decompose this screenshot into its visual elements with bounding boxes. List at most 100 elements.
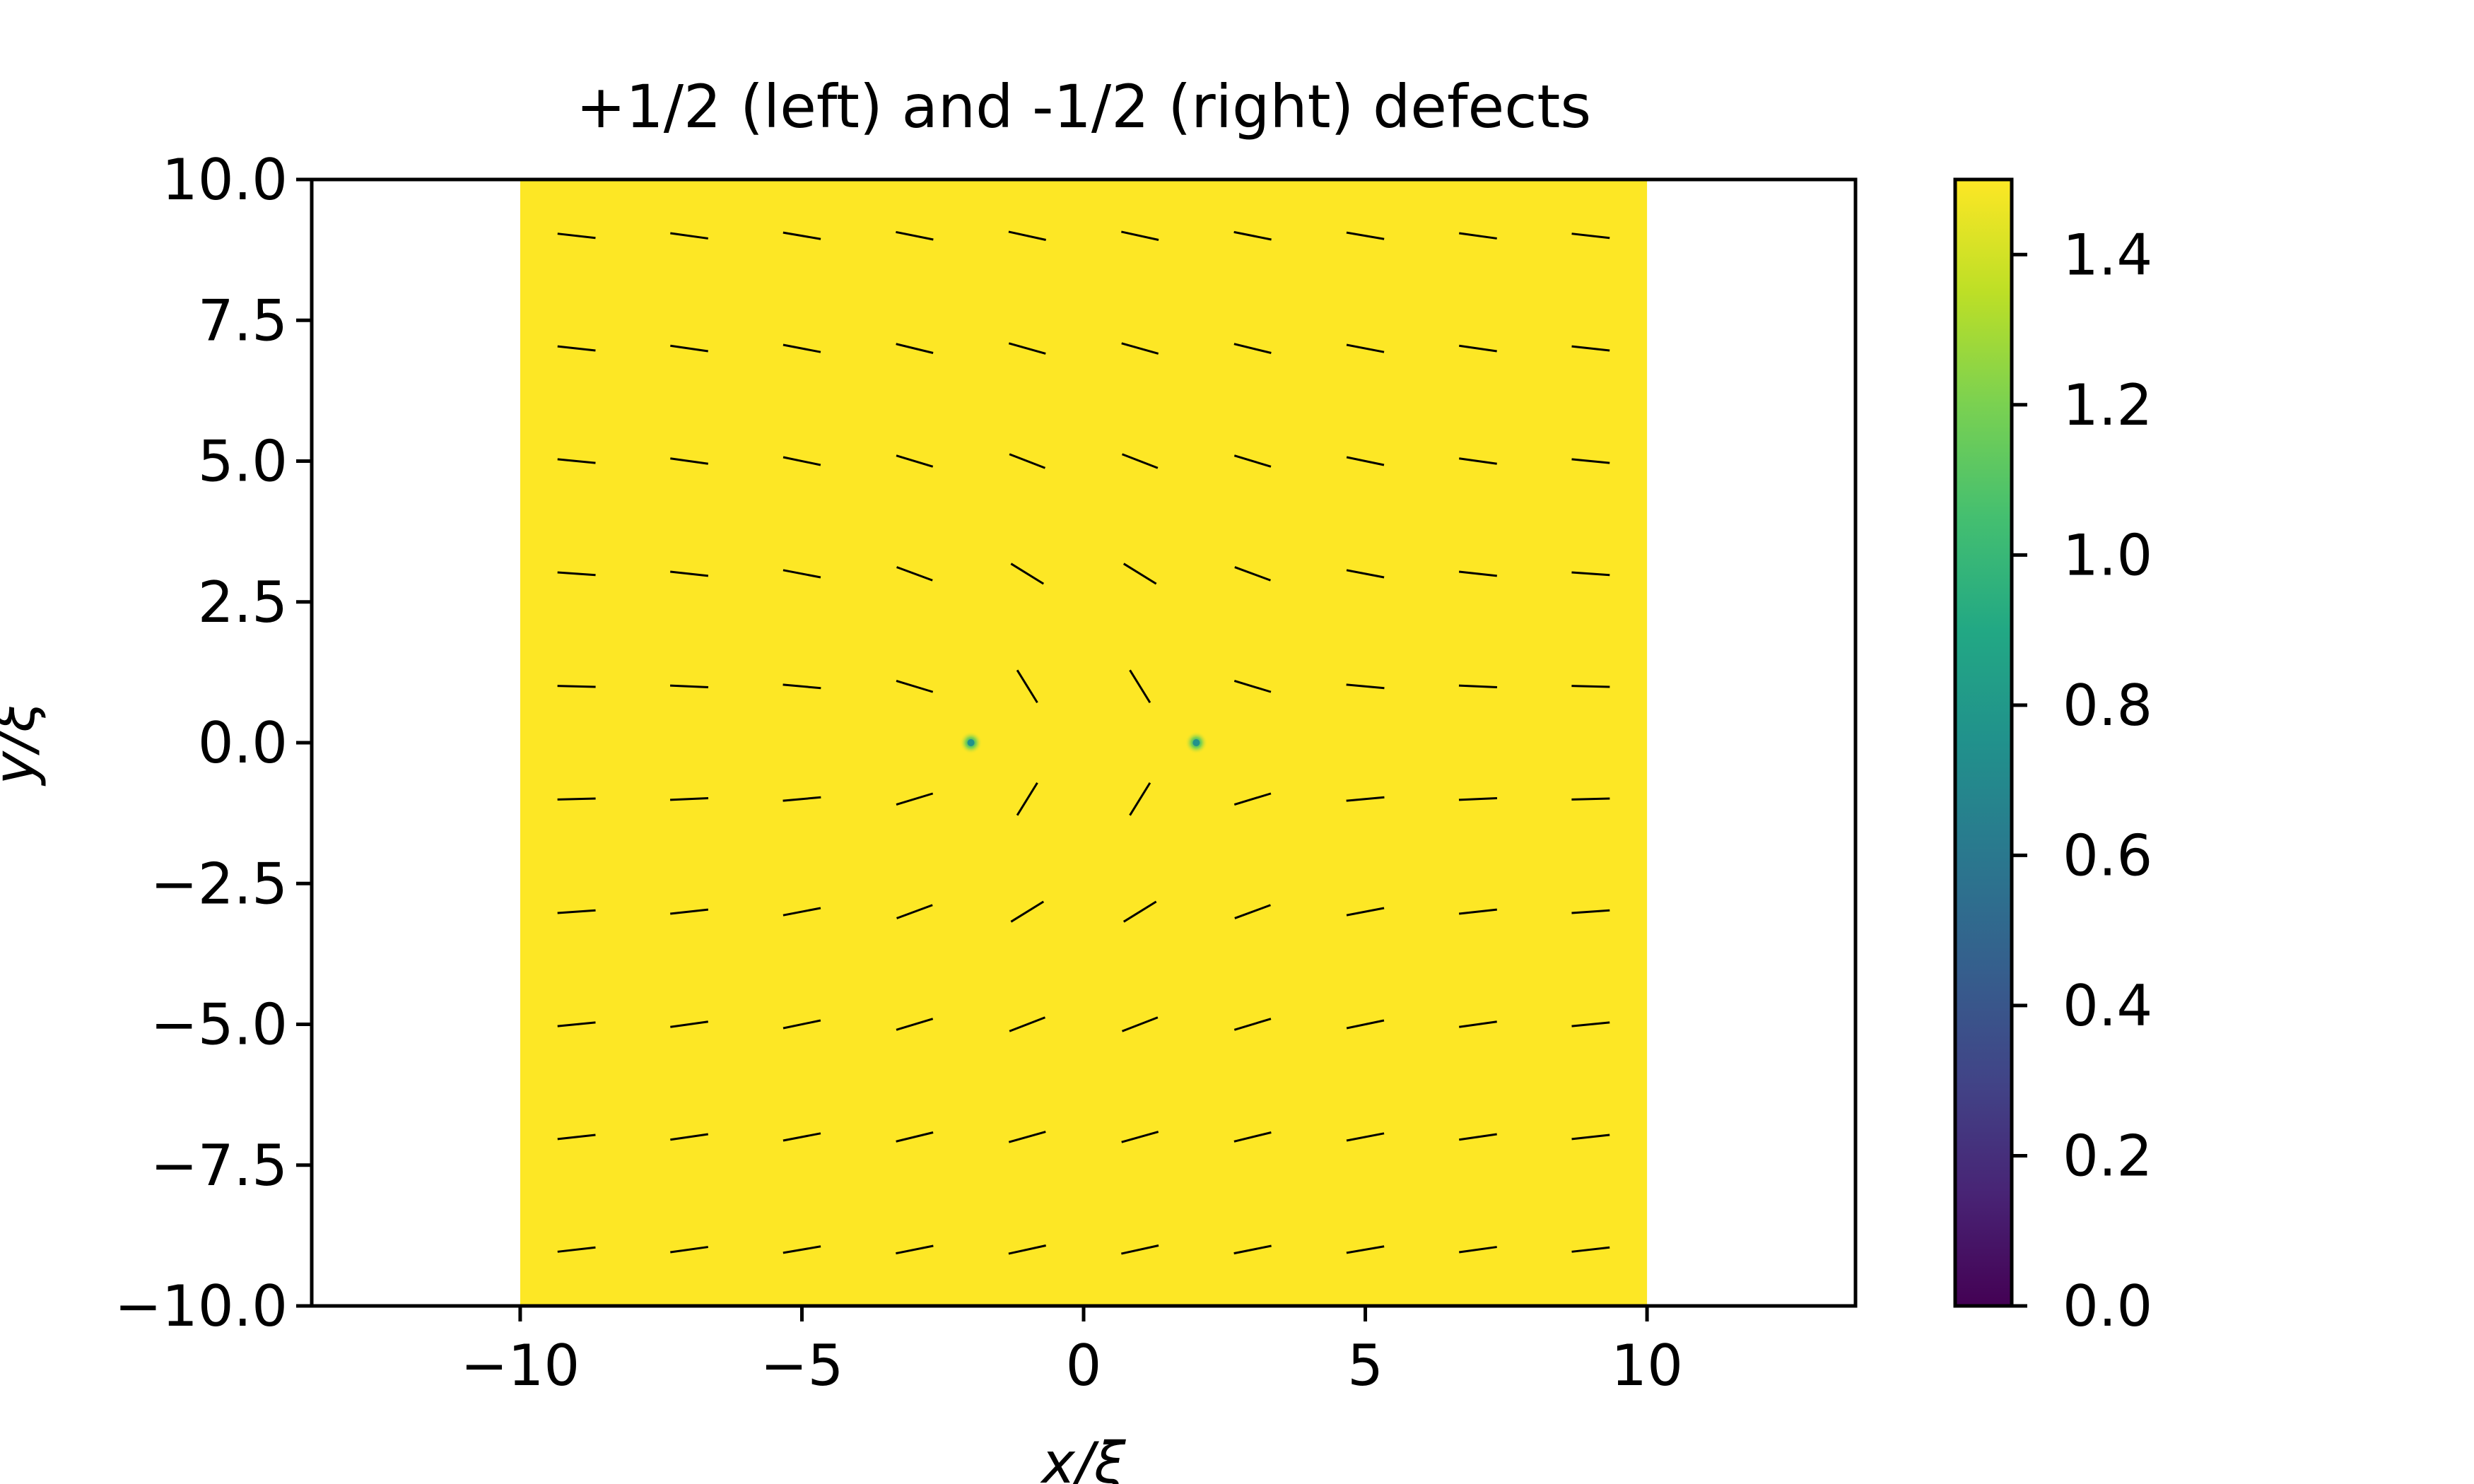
director-segment bbox=[782, 569, 821, 579]
x-tick-label: 5 bbox=[1347, 1333, 1383, 1398]
director-segment bbox=[782, 796, 821, 802]
heatmap-field bbox=[520, 179, 1648, 1306]
director-segment bbox=[1571, 909, 1610, 914]
y-tick-label: 0.0 bbox=[198, 710, 288, 776]
director-segment bbox=[1121, 453, 1159, 469]
colorbar-tick-label: 0.0 bbox=[2063, 1273, 2152, 1339]
director-segment bbox=[1008, 1244, 1046, 1255]
director-segment bbox=[1459, 1020, 1497, 1028]
director-segment bbox=[1458, 684, 1497, 688]
director-segment bbox=[1458, 908, 1497, 915]
director-segment bbox=[557, 571, 596, 577]
defect-core bbox=[967, 739, 975, 746]
director-segment bbox=[1233, 230, 1272, 241]
director-segment bbox=[896, 1131, 934, 1143]
director-segment bbox=[1346, 907, 1385, 917]
director-segment bbox=[670, 457, 708, 465]
director-segment bbox=[1346, 683, 1385, 690]
director-segment bbox=[557, 458, 596, 464]
director-segment bbox=[1458, 797, 1497, 801]
director-segment bbox=[557, 1021, 596, 1027]
director-segment bbox=[1346, 1019, 1385, 1030]
director-segment bbox=[1571, 1246, 1610, 1253]
director-segment bbox=[782, 1245, 821, 1254]
director-segment bbox=[1233, 792, 1272, 806]
director-segment bbox=[670, 797, 709, 801]
director-segment bbox=[1459, 344, 1497, 353]
director-segment bbox=[1016, 669, 1038, 704]
colorbar bbox=[1953, 177, 2014, 1308]
director-segment bbox=[1008, 342, 1046, 355]
director-segment bbox=[1121, 230, 1159, 241]
director-segment bbox=[896, 343, 934, 354]
director-segment bbox=[670, 908, 709, 915]
director-segment bbox=[896, 792, 934, 806]
director-segment bbox=[1459, 1133, 1497, 1141]
heatmap bbox=[520, 179, 1648, 1306]
director-segment bbox=[782, 231, 821, 240]
director-segment bbox=[1571, 1133, 1610, 1141]
y-tick-label: 2.5 bbox=[198, 570, 288, 635]
director-segment bbox=[1008, 230, 1046, 241]
director-segment bbox=[1233, 1131, 1272, 1143]
director-segment bbox=[782, 456, 821, 466]
director-segment bbox=[557, 1133, 596, 1141]
director-segment bbox=[896, 454, 934, 468]
director-segment bbox=[1121, 1131, 1159, 1143]
director-segment bbox=[1121, 1244, 1159, 1255]
director-segment bbox=[782, 1132, 821, 1142]
colorbar-tick-label: 0.4 bbox=[2063, 973, 2152, 1039]
director-segment bbox=[1016, 782, 1038, 816]
y-tick-label: −5.0 bbox=[151, 992, 288, 1058]
director-segment bbox=[1571, 232, 1610, 240]
director-segment bbox=[1346, 796, 1385, 802]
director-segment bbox=[670, 232, 708, 240]
colorbar-ticks: 0.0 0.2 0.4 0.6 0.8 1.0 1.2 1.4 bbox=[2012, 222, 2152, 1339]
director-segment bbox=[1571, 685, 1610, 688]
director-segment bbox=[1233, 680, 1272, 693]
colorbar-tick-label: 0.2 bbox=[2063, 1123, 2152, 1189]
colorbar-tick-label: 0.6 bbox=[2063, 823, 2152, 888]
director-segment bbox=[782, 907, 821, 917]
director-segment bbox=[1571, 1021, 1610, 1027]
colorbar-tick-label: 1.4 bbox=[2063, 222, 2152, 288]
director-segment bbox=[896, 680, 934, 693]
x-tick-label: −5 bbox=[760, 1333, 843, 1398]
director-segment bbox=[1008, 1131, 1046, 1143]
x-tick-label: 10 bbox=[1611, 1333, 1683, 1398]
director-segment bbox=[1233, 1244, 1272, 1255]
colorbar-tick-label: 0.8 bbox=[2063, 673, 2152, 738]
x-tick-label: 0 bbox=[1066, 1333, 1102, 1398]
y-tick-label: 10.0 bbox=[162, 147, 288, 213]
y-tick-label: 7.5 bbox=[198, 288, 288, 353]
director-segment bbox=[557, 685, 596, 688]
director-segment bbox=[1234, 566, 1271, 582]
x-tick-label: −10 bbox=[461, 1333, 580, 1398]
director-segment bbox=[670, 1246, 708, 1254]
director-segment bbox=[1571, 345, 1610, 352]
director-segment bbox=[1346, 1245, 1385, 1254]
director-segment bbox=[557, 1246, 596, 1253]
director-segment bbox=[557, 232, 596, 240]
director-segment bbox=[1122, 563, 1157, 585]
director-segment bbox=[670, 570, 709, 577]
x-axis-label: x/ξ bbox=[1040, 1430, 1127, 1484]
director-segment bbox=[557, 909, 596, 914]
director-segment bbox=[1346, 569, 1385, 579]
director-segment bbox=[1234, 904, 1271, 919]
director-segment bbox=[782, 683, 821, 690]
director-segment bbox=[896, 1244, 934, 1255]
director-segment bbox=[1010, 900, 1045, 923]
director-segment bbox=[1233, 1018, 1272, 1031]
director-segment bbox=[896, 230, 934, 241]
director-segment bbox=[896, 904, 933, 919]
y-tick-label: −10.0 bbox=[115, 1273, 288, 1339]
y-tick-label: −2.5 bbox=[151, 851, 288, 917]
director-segment bbox=[1459, 457, 1497, 465]
director-segment bbox=[782, 343, 821, 353]
defect-core bbox=[1192, 739, 1200, 746]
y-axis-label: y/ξ bbox=[0, 700, 47, 786]
director-segment bbox=[896, 566, 933, 582]
colorbar-tick-label: 1.0 bbox=[2063, 522, 2152, 588]
